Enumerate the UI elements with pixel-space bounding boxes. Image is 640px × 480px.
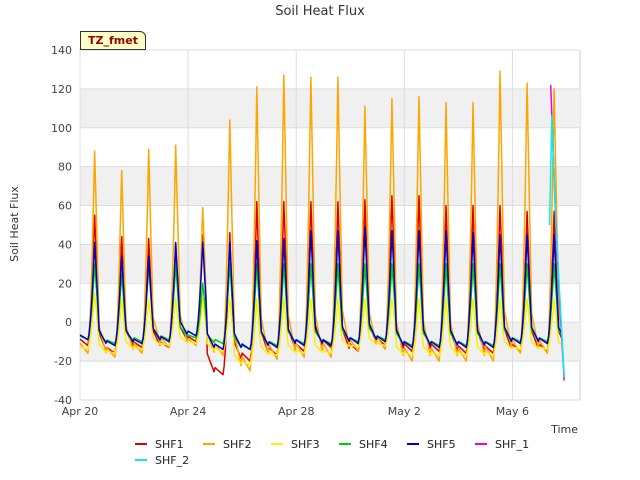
x-tick-label: May 6 [496, 405, 529, 418]
site-tag: TZ_fmet [80, 31, 146, 50]
legend-label: SHF_1 [495, 438, 529, 451]
y-tick-label: 140 [51, 44, 72, 57]
y-tick-label: 40 [58, 238, 72, 251]
legend-label: SHF4 [359, 438, 388, 451]
y-tick-label: -20 [54, 355, 72, 368]
y-axis-label: Soil Heat Flux [8, 186, 21, 262]
series-line-shf2 [79, 70, 563, 372]
x-tick-label: Apr 28 [278, 405, 315, 418]
x-tick-label: Apr 24 [170, 405, 207, 418]
x-tick-label: May 2 [388, 405, 421, 418]
background-band [80, 244, 580, 284]
legend-label: SHF3 [291, 438, 320, 451]
series-lines [79, 70, 565, 381]
series-line-shf3 [79, 292, 563, 366]
y-axis-ticks: -40 -20 0 20 40 60 80 100 120 140 [51, 44, 72, 407]
series-line-shf5 [79, 226, 563, 351]
y-tick-label: 100 [51, 122, 72, 135]
x-axis-ticks: Apr 20 Apr 24 Apr 28 May 2 May 6 [62, 405, 529, 418]
legend-label: SHF1 [155, 438, 184, 451]
chart-title: Soil Heat Flux [275, 4, 365, 19]
series-line-shf-2 [548, 115, 565, 377]
y-tick-label: -40 [54, 394, 72, 407]
y-tick-label: 60 [58, 200, 72, 213]
y-tick-label: 20 [58, 277, 72, 290]
y-tick-label: 120 [51, 83, 72, 96]
x-axis-label: Time [550, 423, 578, 436]
legend-label: SHF5 [427, 438, 456, 451]
y-tick-label: 80 [58, 161, 72, 174]
legend-label: SHF2 [223, 438, 252, 451]
legend-label: SHF_2 [155, 454, 189, 467]
legend: SHF1 SHF2 SHF3 SHF4 SHF5 SHF_1 SHF_2 [135, 438, 529, 467]
x-tick-label: Apr 20 [62, 405, 99, 418]
background-band [80, 166, 580, 206]
y-tick-label: 0 [65, 316, 72, 329]
background-band [80, 88, 580, 128]
